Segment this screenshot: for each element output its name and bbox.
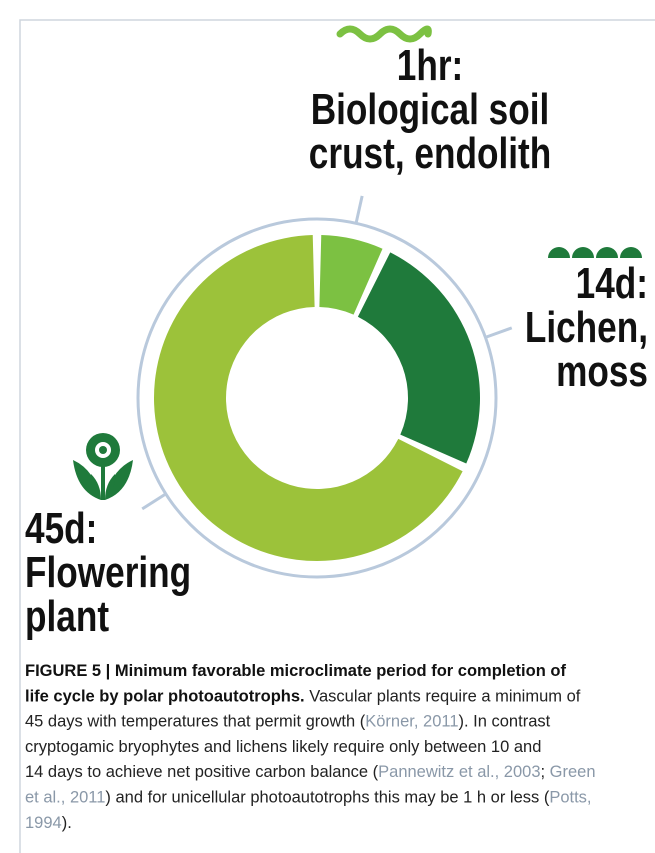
caption-line: 45 days with temperatures that permit gr… <box>25 713 551 731</box>
caption-bold: FIGURE 5 | Minimum favorable microclimat… <box>25 662 566 680</box>
caption-normal: 14 days to achieve net positive carbon b… <box>25 763 379 781</box>
caption-line: cryptogamic bryophytes and lichens likel… <box>25 738 541 756</box>
period-label: 14d: <box>576 259 648 308</box>
connector-line <box>141 492 167 511</box>
caption-bold: life cycle by polar photoautotrophs. <box>25 687 305 705</box>
segment-name: Biological soil <box>311 85 550 134</box>
segment-name: moss <box>556 347 648 396</box>
flower-icon <box>73 433 133 500</box>
caption-line: 1994). <box>25 814 72 832</box>
caption-line: FIGURE 5 | Minimum favorable microclimat… <box>25 662 566 680</box>
caption-normal: Vascular plants require a minimum of <box>305 687 581 705</box>
caption-normal: ). <box>62 814 72 832</box>
caption-normal: cryptogamic bryophytes and lichens likel… <box>25 738 541 756</box>
caption-cite: et al., 2011 <box>25 789 105 807</box>
donut-segment <box>357 252 480 464</box>
connector-line <box>484 326 513 339</box>
caption: FIGURE 5 | Minimum favorable microclimat… <box>25 662 596 832</box>
caption-line: 14 days to achieve net positive carbon b… <box>25 763 596 781</box>
caption-line: life cycle by polar photoautotrophs. Vas… <box>25 687 581 705</box>
caption-cite: 1994 <box>25 814 62 832</box>
caption-normal: 45 days with temperatures that permit gr… <box>25 713 366 731</box>
caption-cite: Körner, 2011 <box>365 713 458 731</box>
connector-line <box>354 195 364 224</box>
outer-ring <box>136 217 498 579</box>
figure-border <box>19 19 655 853</box>
caption-normal: ). In contrast <box>459 713 551 731</box>
period-label: 45d: <box>25 504 97 553</box>
segment-name: Lichen, <box>525 303 648 352</box>
donut-segment <box>319 235 383 315</box>
caption-cite: Pannewitz et al., 2003 <box>378 763 540 781</box>
segment-name: crust, endolith <box>309 129 551 178</box>
period-label: 1hr: <box>397 41 463 90</box>
crust-icon <box>336 25 432 43</box>
lichen-icon <box>548 247 642 258</box>
caption-cite: Potts, <box>549 789 591 807</box>
segment-name: Flowering <box>25 548 191 597</box>
caption-cite: Green <box>550 763 596 781</box>
caption-normal: ) and for unicellular photoautotrophs th… <box>105 789 549 807</box>
donut-segment <box>154 235 463 562</box>
segment-name: plant <box>25 592 109 641</box>
segment-label: 14d:Lichen,moss <box>525 259 648 396</box>
caption-normal: ; <box>541 763 550 781</box>
caption-line: et al., 2011) and for unicellular photoa… <box>25 789 592 807</box>
